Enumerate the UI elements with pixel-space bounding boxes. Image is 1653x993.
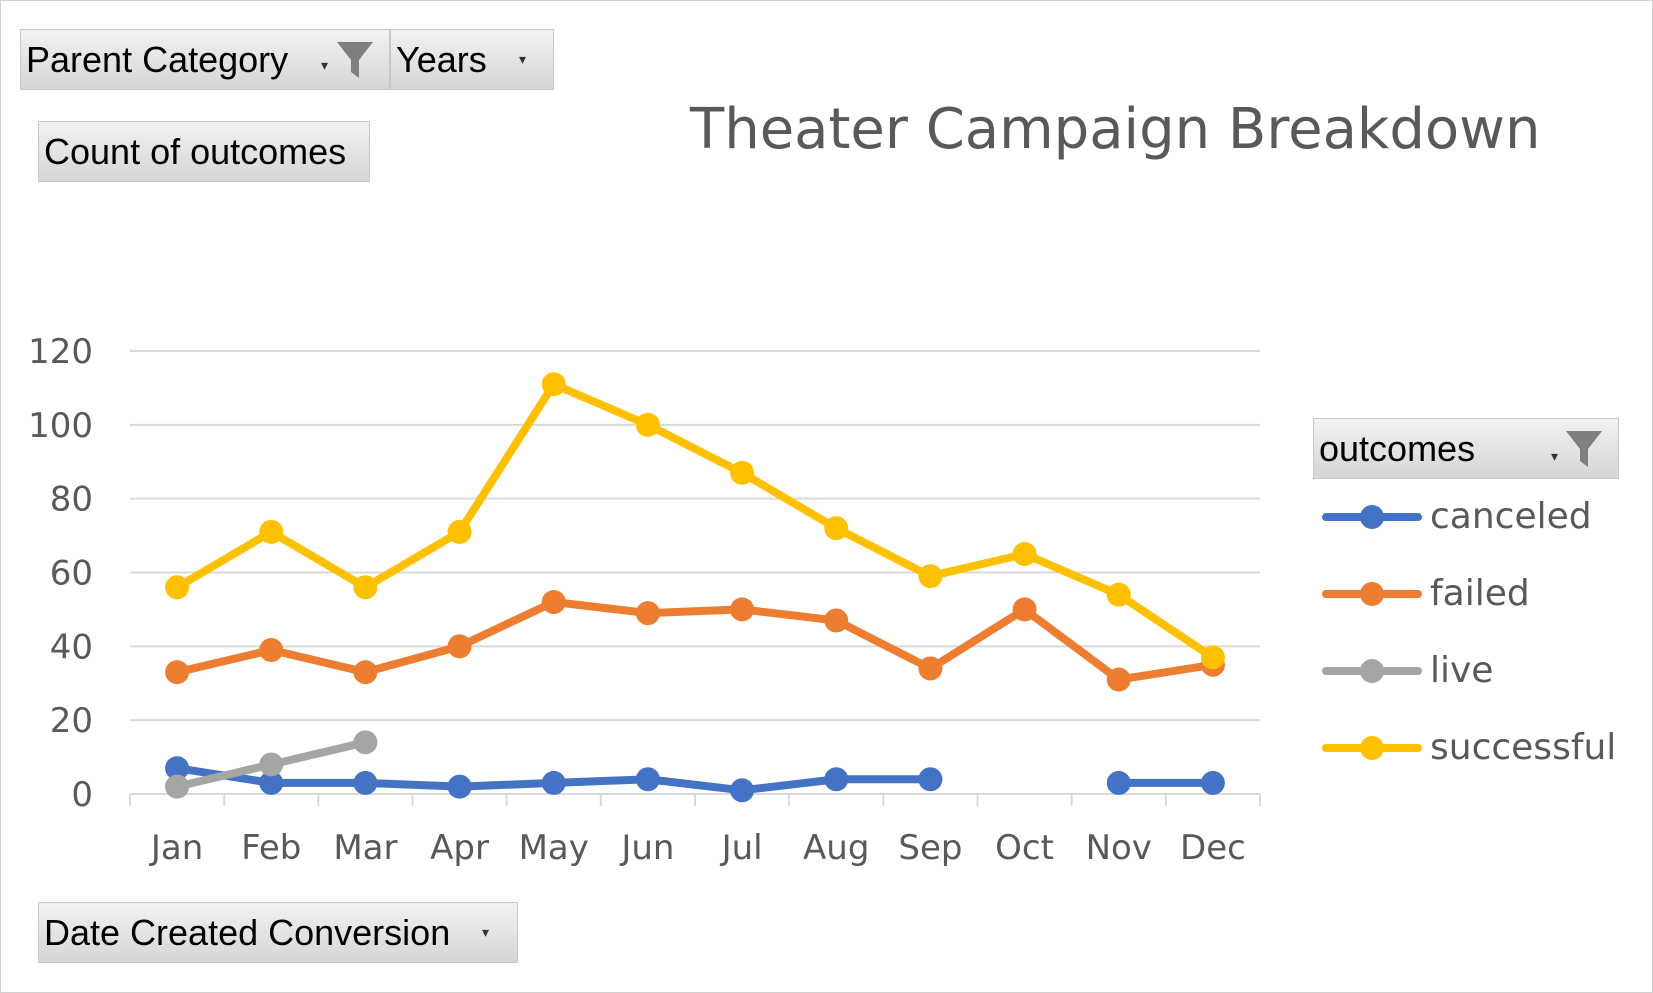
axis-field-label: Date Created Conversion xyxy=(44,912,451,953)
data-point-failed xyxy=(447,634,472,659)
legend-item-successful[interactable]: successful xyxy=(1322,723,1622,773)
years-filter-button[interactable]: Years ▾ xyxy=(390,29,554,90)
x-tick-label: Oct xyxy=(995,828,1054,868)
y-tick-label: 40 xyxy=(50,627,93,667)
data-point-failed xyxy=(1012,597,1037,622)
parent-category-filter-button[interactable]: Parent Category ▾ xyxy=(20,29,390,90)
data-point-live xyxy=(353,730,378,755)
outcomes-legend-filter-button[interactable]: outcomes ▾ xyxy=(1313,418,1619,479)
data-point-canceled xyxy=(635,767,660,792)
legend-item-live[interactable]: live xyxy=(1322,646,1622,696)
x-tick-label: Feb xyxy=(241,828,301,868)
data-point-canceled xyxy=(918,767,943,792)
data-point-successful xyxy=(1200,645,1225,670)
x-tick-label: Sep xyxy=(898,828,962,868)
data-point-failed xyxy=(259,638,284,663)
data-point-canceled xyxy=(165,756,190,781)
legend-marker-failed xyxy=(1322,582,1422,606)
date-created-conversion-field-button[interactable]: Date Created Conversion ▾ xyxy=(38,902,518,963)
legend-field-label: outcomes xyxy=(1319,428,1476,469)
data-point-failed xyxy=(824,608,849,633)
data-point-canceled xyxy=(730,778,755,803)
data-point-failed xyxy=(165,660,190,685)
chevron-down-icon: ▾ xyxy=(519,51,527,67)
data-point-successful xyxy=(635,412,660,437)
data-point-successful xyxy=(1012,542,1037,567)
x-tick-label: Apr xyxy=(430,828,489,868)
filter-funnel-icon xyxy=(1566,431,1602,467)
legend-label: canceled xyxy=(1430,496,1592,537)
data-point-canceled xyxy=(1106,770,1131,795)
series-successful xyxy=(165,372,1225,670)
legend-item-failed[interactable]: failed xyxy=(1322,569,1622,619)
data-point-failed xyxy=(353,660,378,685)
x-tick-label: May xyxy=(519,828,589,868)
data-point-canceled xyxy=(541,770,566,795)
y-tick-label: 120 xyxy=(28,332,93,372)
chevron-down-icon: ▾ xyxy=(1551,448,1559,464)
data-point-canceled xyxy=(353,770,378,795)
data-point-successful xyxy=(165,575,190,600)
data-point-failed xyxy=(635,601,660,626)
chevron-down-icon: ▾ xyxy=(482,924,490,940)
x-tick-label: Jun xyxy=(619,828,674,868)
legend-dot xyxy=(1360,582,1384,606)
x-tick-label: Dec xyxy=(1180,828,1246,868)
data-point-successful xyxy=(824,516,849,541)
data-point-failed xyxy=(918,656,943,681)
data-point-successful xyxy=(353,575,378,600)
data-point-canceled xyxy=(259,770,284,795)
data-point-canceled xyxy=(1200,770,1225,795)
data-point-failed xyxy=(541,590,566,615)
data-point-failed xyxy=(1106,667,1131,692)
legend-marker-successful xyxy=(1322,736,1422,760)
legend-item-canceled[interactable]: canceled xyxy=(1322,492,1622,542)
series-line-successful xyxy=(173,380,1217,662)
data-point-live xyxy=(259,752,284,777)
series-line-failed xyxy=(173,598,1217,684)
legend-label: failed xyxy=(1430,573,1530,614)
legend-dot xyxy=(1360,659,1384,683)
data-point-live xyxy=(165,774,190,799)
series-canceled xyxy=(165,756,1225,803)
data-point-successful xyxy=(918,564,943,589)
legend-label: live xyxy=(1430,650,1494,691)
chevron-down-icon: ▾ xyxy=(321,57,329,73)
data-point-successful xyxy=(541,372,566,397)
filter-funnel-icon xyxy=(337,42,373,78)
y-tick-label: 20 xyxy=(50,701,93,741)
x-tick-label: Nov xyxy=(1086,828,1152,868)
data-point-canceled xyxy=(447,774,472,799)
series-failed xyxy=(165,590,1225,692)
parent-category-label: Parent Category xyxy=(26,39,289,80)
x-tick-label: Jan xyxy=(149,828,203,868)
legend-dot xyxy=(1360,505,1384,529)
data-point-canceled xyxy=(824,767,849,792)
y-tick-label: 60 xyxy=(50,554,93,594)
data-point-successful xyxy=(730,460,755,485)
y-tick-label: 80 xyxy=(50,480,93,520)
data-point-successful xyxy=(1106,582,1131,607)
y-tick-label: 0 xyxy=(71,775,93,815)
x-tick-label: Jul xyxy=(720,828,763,868)
legend-label: successful xyxy=(1430,727,1617,768)
data-point-successful xyxy=(447,519,472,544)
x-tick-label: Aug xyxy=(803,828,869,868)
years-label: Years xyxy=(396,39,487,80)
count-of-outcomes-field-button[interactable]: Count of outcomes xyxy=(38,121,370,182)
x-tick-label: Mar xyxy=(333,828,397,868)
legend-dot xyxy=(1360,736,1384,760)
y-tick-label: 100 xyxy=(28,406,93,446)
chart-title: Theater Campaign Breakdown xyxy=(690,97,1541,162)
legend-marker-canceled xyxy=(1322,505,1422,529)
data-point-successful xyxy=(259,519,284,544)
legend-marker-live xyxy=(1322,659,1422,683)
values-field-label: Count of outcomes xyxy=(44,131,347,172)
series-live xyxy=(165,730,378,799)
data-point-failed xyxy=(730,597,755,622)
